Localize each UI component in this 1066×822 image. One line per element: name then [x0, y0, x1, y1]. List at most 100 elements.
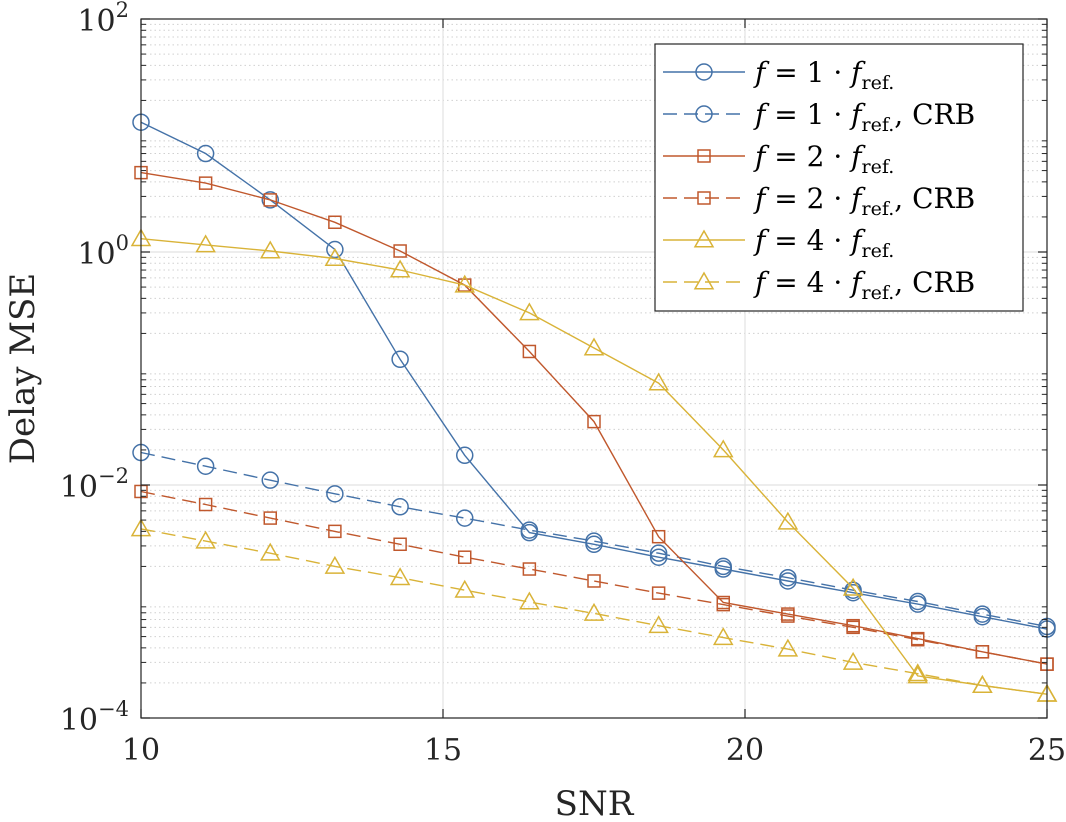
data-point	[389, 259, 411, 278]
data-point	[324, 247, 346, 266]
data-point	[457, 550, 472, 564]
data-point	[454, 579, 476, 598]
data-point	[520, 521, 539, 539]
data-point	[907, 663, 929, 682]
series-line	[140, 238, 1048, 695]
data-point	[846, 620, 860, 635]
data-point	[777, 511, 799, 530]
data-point	[908, 592, 927, 611]
legend-item-2: f = 1 · fref., CRB	[663, 98, 975, 136]
y-tick-label: 102	[77, 0, 129, 39]
data-point	[777, 638, 799, 657]
data-point	[522, 344, 537, 359]
legend-label: f = 2 · fref., CRB	[753, 182, 975, 220]
legend-label: f = 1 · fref.	[753, 56, 894, 94]
data-point	[714, 557, 733, 576]
legend-swatch-marker	[695, 105, 713, 123]
data-point	[195, 234, 216, 253]
legend-label: f = 2 · fref.	[753, 140, 894, 178]
data-point	[649, 544, 668, 562]
y-axis-label: Delay MSE	[3, 273, 43, 464]
legend-swatch-marker	[697, 149, 711, 163]
legend-label: f = 4 · fref., CRB	[753, 266, 975, 304]
series-line	[140, 121, 1048, 630]
data-point	[455, 446, 474, 465]
data-point	[393, 537, 407, 552]
data-point	[391, 350, 409, 369]
data-point	[648, 372, 669, 391]
data-point	[712, 627, 734, 646]
data-point	[261, 191, 280, 209]
y-tick-label: 10−2	[60, 464, 129, 505]
series-2	[132, 443, 1056, 636]
series-line	[140, 451, 1048, 628]
legend: f = 1 · fref. f = 1 · fref., CRB f = 2 · f…	[654, 43, 1024, 312]
data-point	[326, 485, 344, 503]
series-line	[140, 528, 1048, 695]
data-point	[198, 176, 213, 190]
legend-item-5: f = 4 · fref.	[663, 224, 894, 262]
data-point	[389, 567, 411, 586]
x-axis-label: SNR	[555, 784, 635, 822]
data-point	[454, 274, 476, 293]
data-point	[195, 530, 216, 549]
legend-swatch-marker	[695, 63, 713, 81]
data-point	[651, 586, 666, 600]
data-point	[391, 498, 409, 516]
data-point	[975, 645, 990, 659]
data-point	[519, 591, 540, 610]
legend-swatch-marker	[693, 229, 715, 248]
data-point	[196, 144, 215, 163]
series-line	[140, 490, 1048, 665]
legend-swatch-marker	[693, 271, 715, 290]
data-point	[328, 215, 342, 230]
data-point	[393, 244, 407, 258]
data-point	[779, 568, 797, 587]
data-point	[907, 665, 929, 684]
data-point	[198, 497, 213, 512]
axis-ticks: 10 15 20 25 10−4 10−2 100 102	[60, 0, 1066, 768]
x-tick-label: 15	[424, 733, 462, 768]
legend-item-3: f = 2 · fref.	[663, 140, 894, 178]
data-point	[973, 605, 992, 623]
data-point	[585, 532, 603, 550]
data-point	[651, 529, 666, 544]
data-point	[259, 240, 281, 259]
x-tick-label: 25	[1028, 733, 1066, 768]
data-point	[842, 651, 864, 670]
data-point	[910, 632, 925, 647]
series-4	[134, 484, 1054, 671]
data-point	[328, 524, 342, 539]
legend-label: f = 1 · fref., CRB	[753, 98, 975, 136]
data-point	[263, 511, 278, 525]
data-point	[519, 302, 540, 321]
data-point	[261, 471, 280, 489]
data-point	[522, 562, 537, 576]
x-tick-label: 20	[726, 733, 764, 768]
data-point	[648, 615, 669, 634]
data-point	[326, 240, 344, 259]
data-point	[781, 609, 795, 623]
axes-box	[140, 18, 1048, 719]
data-point	[712, 439, 734, 458]
data-point	[972, 675, 993, 694]
legend-swatch-marker	[697, 191, 711, 205]
legend-item-6: f = 4 · fref., CRB	[663, 266, 975, 304]
y-tick-label: 10−4	[60, 697, 129, 738]
data-point	[583, 337, 605, 356]
series-group	[130, 113, 1058, 702]
data-point	[587, 574, 601, 588]
data-point	[455, 509, 474, 527]
data-point	[587, 414, 601, 429]
data-point	[844, 581, 862, 599]
data-point	[649, 548, 668, 566]
legend-item-1: f = 1 · fref.	[663, 56, 894, 94]
series-line	[140, 171, 1048, 665]
legend-item-4: f = 2 · fref., CRB	[663, 182, 975, 220]
data-point	[259, 542, 281, 561]
data-point	[263, 193, 278, 207]
legend-label: f = 4 · fref.	[753, 224, 894, 262]
data-point	[196, 457, 215, 475]
series-5	[130, 228, 1058, 702]
